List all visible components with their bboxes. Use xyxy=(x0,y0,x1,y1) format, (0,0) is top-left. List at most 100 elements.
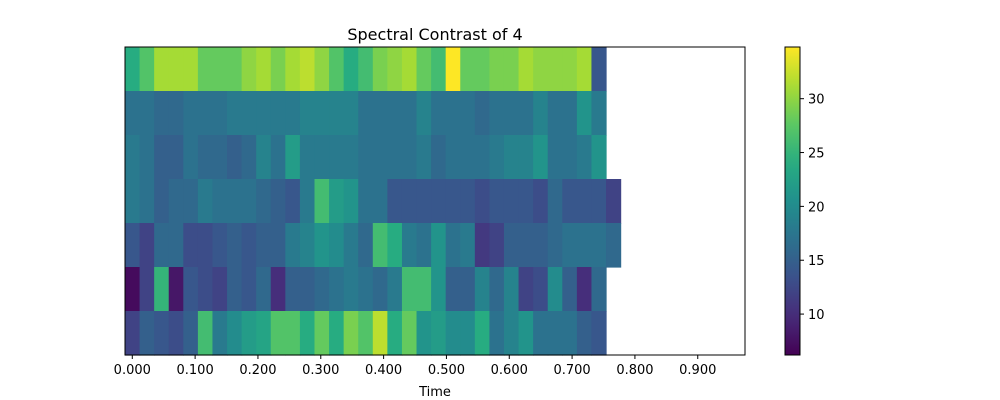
heatmap-cell xyxy=(474,223,491,268)
heatmap-cell xyxy=(576,267,593,312)
x-tick-label: 0.700 xyxy=(553,363,590,378)
heatmap-cell xyxy=(241,311,257,356)
heatmap-cell xyxy=(285,91,301,136)
heatmap-cell xyxy=(533,47,549,92)
heatmap-cell xyxy=(256,311,272,356)
heatmap-cell xyxy=(241,47,257,92)
x-tick-label: 0.600 xyxy=(491,363,528,378)
heatmap-cell xyxy=(387,223,403,268)
heatmap-cell xyxy=(227,267,243,312)
heatmap-cell xyxy=(343,311,359,356)
chart-title: Spectral Contrast of 4 xyxy=(347,25,522,44)
heatmap-cell xyxy=(547,135,563,180)
heatmap-cell xyxy=(372,179,388,224)
heatmap-cell xyxy=(576,91,593,136)
heatmap-cell xyxy=(387,47,403,92)
heatmap-cell xyxy=(358,135,374,180)
x-tick-label: 0.200 xyxy=(239,363,276,378)
heatmap-cell xyxy=(401,267,418,312)
heatmap-cell xyxy=(227,91,243,136)
heatmap-cell xyxy=(503,47,520,92)
heatmap-cell xyxy=(314,91,330,136)
heatmap-cell xyxy=(125,47,141,92)
heatmap-cell xyxy=(431,135,447,180)
heatmap-cell xyxy=(154,47,170,92)
heatmap-cell xyxy=(183,223,199,268)
heatmap-cell xyxy=(299,311,316,356)
x-tick-label: 0.000 xyxy=(114,363,151,378)
heatmap-cell xyxy=(358,47,374,92)
heatmap-cell xyxy=(285,267,301,312)
heatmap-cell xyxy=(460,223,476,268)
heatmap-cell xyxy=(431,47,447,92)
heatmap-cell xyxy=(489,311,505,356)
heatmap-cell xyxy=(125,311,141,356)
heatmap-cell xyxy=(372,267,388,312)
heatmap-cell xyxy=(445,267,461,312)
x-axis-label: Time xyxy=(418,385,451,400)
x-tick-label: 0.500 xyxy=(428,363,465,378)
heatmap-cell xyxy=(329,91,345,136)
heatmap-cell xyxy=(358,311,374,356)
heatmap-cell xyxy=(533,267,549,312)
heatmap-cell xyxy=(503,223,520,268)
heatmap-cell xyxy=(197,135,214,180)
heatmap-cell xyxy=(387,179,403,224)
heatmap-cell xyxy=(270,311,286,356)
heatmap-cell xyxy=(256,135,272,180)
heatmap-cell xyxy=(562,47,578,92)
heatmap-cell xyxy=(460,135,476,180)
heatmap-cell xyxy=(358,267,374,312)
heatmap-cell xyxy=(416,135,432,180)
heatmap-cell xyxy=(503,179,520,224)
heatmap-cell xyxy=(547,91,563,136)
heatmap-cell xyxy=(168,223,184,268)
heatmap-cell xyxy=(212,135,228,180)
heatmap-cell xyxy=(474,267,491,312)
heatmap-cell xyxy=(474,135,491,180)
heatmap-cell xyxy=(460,47,476,92)
heatmap-cell xyxy=(387,91,403,136)
heatmap-cell xyxy=(445,91,461,136)
heatmap-cell xyxy=(547,311,563,356)
heatmap-cell xyxy=(212,267,228,312)
heatmap-cell xyxy=(431,267,447,312)
heatmap-cell xyxy=(139,311,155,356)
heatmap-cell xyxy=(125,179,141,224)
heatmap-cell xyxy=(241,223,257,268)
heatmap-cell xyxy=(212,179,228,224)
heatmap-cell xyxy=(256,223,272,268)
heatmap-cell xyxy=(474,47,491,92)
heatmap-cells xyxy=(125,47,622,356)
colorbar-tick-label: 20 xyxy=(808,200,825,215)
heatmap-cell xyxy=(489,135,505,180)
heatmap-cell xyxy=(285,311,301,356)
heatmap-cell xyxy=(503,267,520,312)
heatmap-cell xyxy=(125,135,141,180)
heatmap-cell xyxy=(416,47,432,92)
heatmap-cell xyxy=(460,179,476,224)
heatmap-cell xyxy=(591,179,607,224)
heatmap-cell xyxy=(576,135,593,180)
heatmap-cell xyxy=(183,179,199,224)
heatmap-cell xyxy=(125,267,141,312)
x-tick-label: 0.300 xyxy=(302,363,339,378)
heatmap-cell xyxy=(168,91,184,136)
heatmap-cell xyxy=(547,47,563,92)
heatmap-cell xyxy=(489,91,505,136)
heatmap-cell xyxy=(299,179,316,224)
heatmap-cell xyxy=(387,135,403,180)
heatmap-cell xyxy=(299,47,316,92)
heatmap-cell xyxy=(343,179,359,224)
heatmap-cell xyxy=(445,135,461,180)
heatmap-cell xyxy=(416,267,432,312)
heatmap-cell xyxy=(197,311,214,356)
heatmap-cell xyxy=(183,267,199,312)
heatmap-cell xyxy=(562,267,578,312)
heatmap-cell xyxy=(299,135,316,180)
heatmap-cell xyxy=(591,47,607,92)
heatmap-cell xyxy=(154,179,170,224)
heatmap-cell xyxy=(343,91,359,136)
heatmap-cell xyxy=(591,135,607,180)
